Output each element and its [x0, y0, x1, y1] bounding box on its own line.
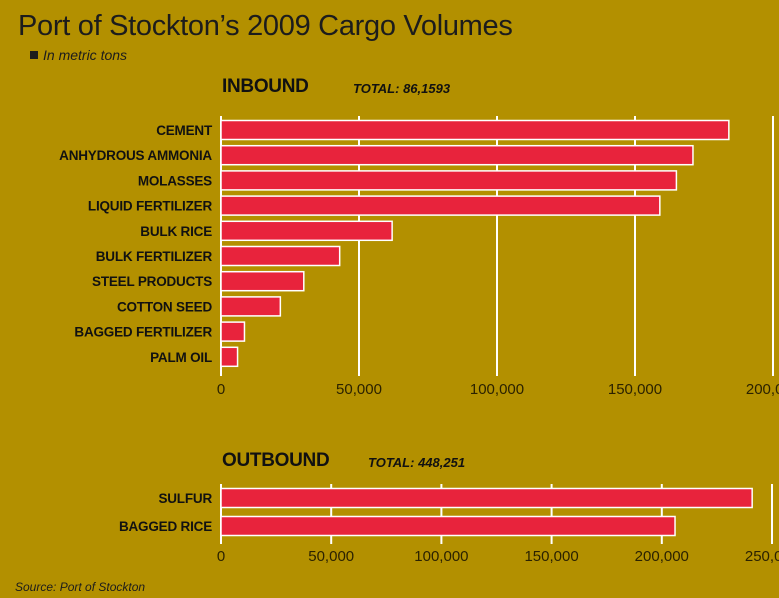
inbound-total: TOTAL: 86,1593 — [353, 81, 451, 96]
inbound-category-label: ANHYDROUS AMMONIA — [59, 148, 212, 163]
inbound-category-label: CEMENT — [156, 123, 213, 138]
inbound-bar — [220, 245, 341, 267]
inbound-category-label: PALM OIL — [150, 350, 212, 365]
inbound-bar — [220, 195, 661, 216]
inbound-category-label: BULK FERTILIZER — [96, 249, 213, 264]
outbound-tick-label: 250,000 — [745, 548, 779, 565]
outbound-tick-label: 0 — [217, 548, 225, 565]
inbound-bar — [220, 270, 305, 292]
inbound-tick-label: 50,000 — [336, 381, 382, 398]
outbound-category-label: BAGGED RICE — [119, 519, 212, 534]
inbound-bar — [220, 296, 282, 317]
units-note: In metric tons — [30, 47, 127, 63]
outbound-tick-label: 200,000 — [635, 548, 689, 565]
square-bullet-icon — [30, 51, 38, 59]
inbound-category-label: MOLASSES — [138, 173, 212, 188]
inbound-category-label: BAGGED FERTILIZER — [74, 325, 212, 340]
inbound-category-label: LIQUID FERTILIZER — [88, 199, 213, 214]
outbound-tick-label: 50,000 — [308, 548, 354, 565]
inbound-tick-label: 100,000 — [470, 381, 524, 398]
units-note-text: In metric tons — [43, 47, 128, 63]
inbound-bar — [220, 144, 694, 166]
outbound-heading: OUTBOUND — [222, 450, 330, 471]
inbound-category-label: COTTON SEED — [117, 299, 213, 314]
inbound-bar — [220, 346, 239, 368]
source-note: Source: Port of Stockton — [15, 580, 146, 594]
outbound-tick-label: 150,000 — [524, 548, 578, 565]
inbound-bar — [220, 170, 678, 191]
inbound-bar — [220, 321, 246, 342]
outbound-bar — [220, 515, 676, 537]
inbound-tick-label: 150,000 — [608, 381, 662, 398]
inbound-category-label: STEEL PRODUCTS — [92, 274, 212, 289]
outbound-tick-label: 100,000 — [414, 548, 468, 565]
inbound-bar — [220, 220, 393, 242]
inbound-tick-label: 0 — [217, 381, 225, 398]
outbound-category-label: SULFUR — [158, 491, 212, 506]
inbound-tick-label: 200,000 — [746, 381, 779, 398]
inbound-bar — [220, 119, 730, 141]
chart-title: Port of Stockton’s 2009 Cargo Volumes — [18, 10, 513, 42]
inbound-category-label: BULK RICE — [140, 224, 212, 239]
outbound-total: TOTAL: 448,251 — [368, 455, 466, 470]
outbound-bar — [220, 487, 753, 509]
inbound-heading: INBOUND — [222, 76, 309, 97]
